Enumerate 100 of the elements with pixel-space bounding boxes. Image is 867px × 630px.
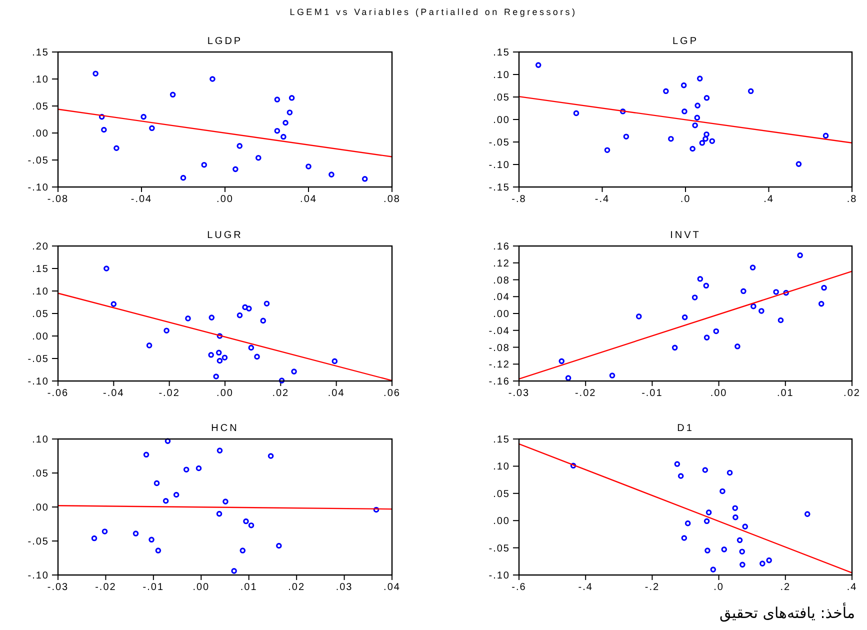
point — [240, 548, 246, 554]
point — [778, 317, 784, 324]
point — [696, 76, 703, 82]
point — [720, 488, 726, 494]
point — [804, 511, 810, 517]
point — [740, 562, 746, 568]
y-tick-label: .00 — [493, 309, 510, 320]
point — [760, 560, 766, 566]
y-tick-label: -.10 — [28, 182, 49, 194]
point — [185, 316, 191, 322]
point — [164, 328, 170, 334]
point — [682, 314, 688, 320]
chart-title: LGDP — [207, 36, 243, 47]
chart-title: HCN — [211, 423, 239, 434]
x-tick-label: .8 — [846, 194, 858, 205]
y-tick-label: .15 — [32, 264, 49, 275]
point — [132, 530, 139, 536]
point — [143, 452, 150, 458]
point — [818, 300, 824, 307]
point — [713, 328, 720, 334]
y-tick-label: .10 — [493, 70, 510, 81]
y-tick-label: -.08 — [488, 342, 510, 354]
point — [216, 510, 222, 517]
text: LGEM1 vs Variables (Partialled on Regressors) — [290, 7, 578, 17]
point — [286, 110, 293, 116]
x-tick-label: -.4 — [594, 194, 610, 205]
point — [232, 166, 238, 172]
x-tick-label: -.04 — [103, 388, 124, 399]
point — [734, 344, 740, 350]
x-tick-label: .02 — [844, 388, 860, 399]
point — [91, 535, 98, 542]
x-tick-label: .02 — [288, 582, 306, 593]
point — [703, 282, 710, 289]
point — [704, 131, 710, 138]
point — [208, 314, 215, 320]
point — [668, 136, 674, 142]
y-tick-label: -.15 — [488, 182, 510, 194]
x-tick-label: .03 — [336, 582, 353, 593]
y-tick-label: -.05 — [28, 354, 49, 365]
point — [274, 128, 280, 134]
point — [750, 303, 756, 310]
point — [742, 524, 748, 530]
point — [246, 306, 252, 312]
point — [663, 88, 669, 94]
point — [362, 176, 368, 182]
point — [264, 300, 270, 306]
point — [699, 140, 706, 146]
point — [213, 374, 219, 380]
x-tick-label: .06 — [384, 388, 400, 399]
point — [291, 368, 297, 374]
point — [821, 284, 827, 291]
x-tick-label: -.02 — [95, 582, 116, 593]
x-tick-label: -.02 — [158, 388, 180, 399]
point — [276, 542, 282, 549]
y-tick-label: .00 — [493, 115, 510, 126]
point — [243, 518, 249, 524]
y-tick-label: .04 — [493, 292, 510, 304]
y-tick-label: .05 — [32, 102, 49, 112]
point — [236, 312, 243, 318]
y-tick-label: .00 — [32, 128, 49, 140]
point — [748, 88, 754, 94]
point — [216, 358, 223, 364]
point — [535, 62, 542, 68]
point — [704, 548, 710, 554]
point — [256, 154, 262, 161]
point — [740, 288, 746, 294]
chart-title: LUGR — [207, 230, 243, 241]
x-tick-label: .4 — [764, 194, 774, 205]
point — [739, 548, 746, 555]
y-tick-label: .05 — [493, 92, 510, 104]
point — [704, 334, 710, 340]
point — [692, 294, 698, 300]
y-tick-label: .10 — [493, 462, 510, 473]
point — [282, 120, 288, 126]
point — [222, 498, 228, 504]
point — [110, 301, 117, 307]
x-tick-label: -.08 — [47, 194, 69, 205]
point — [201, 162, 208, 168]
y-tick-label: -.05 — [28, 536, 49, 548]
point — [680, 82, 687, 88]
x-tick-label: .00 — [216, 194, 234, 205]
x-tick-label: .02 — [272, 388, 290, 399]
x-tick-label: -.6 — [512, 582, 526, 593]
x-tick-label: -.01 — [642, 388, 663, 399]
point — [162, 498, 169, 504]
point — [732, 514, 738, 520]
point — [702, 467, 708, 473]
point — [164, 438, 171, 444]
point — [697, 276, 704, 282]
x-tick-label: -.03 — [508, 388, 530, 399]
x-tick-label: .01 — [776, 388, 794, 399]
point — [797, 252, 803, 258]
point — [573, 110, 580, 116]
point — [180, 174, 186, 181]
x-tick-label: -.2 — [644, 582, 660, 593]
y-tick-label: .10 — [32, 286, 49, 298]
y-tick-label: -.12 — [488, 360, 510, 371]
point — [140, 114, 146, 120]
x-tick-label: .04 — [384, 582, 400, 593]
x-tick-label: .01 — [240, 582, 258, 593]
